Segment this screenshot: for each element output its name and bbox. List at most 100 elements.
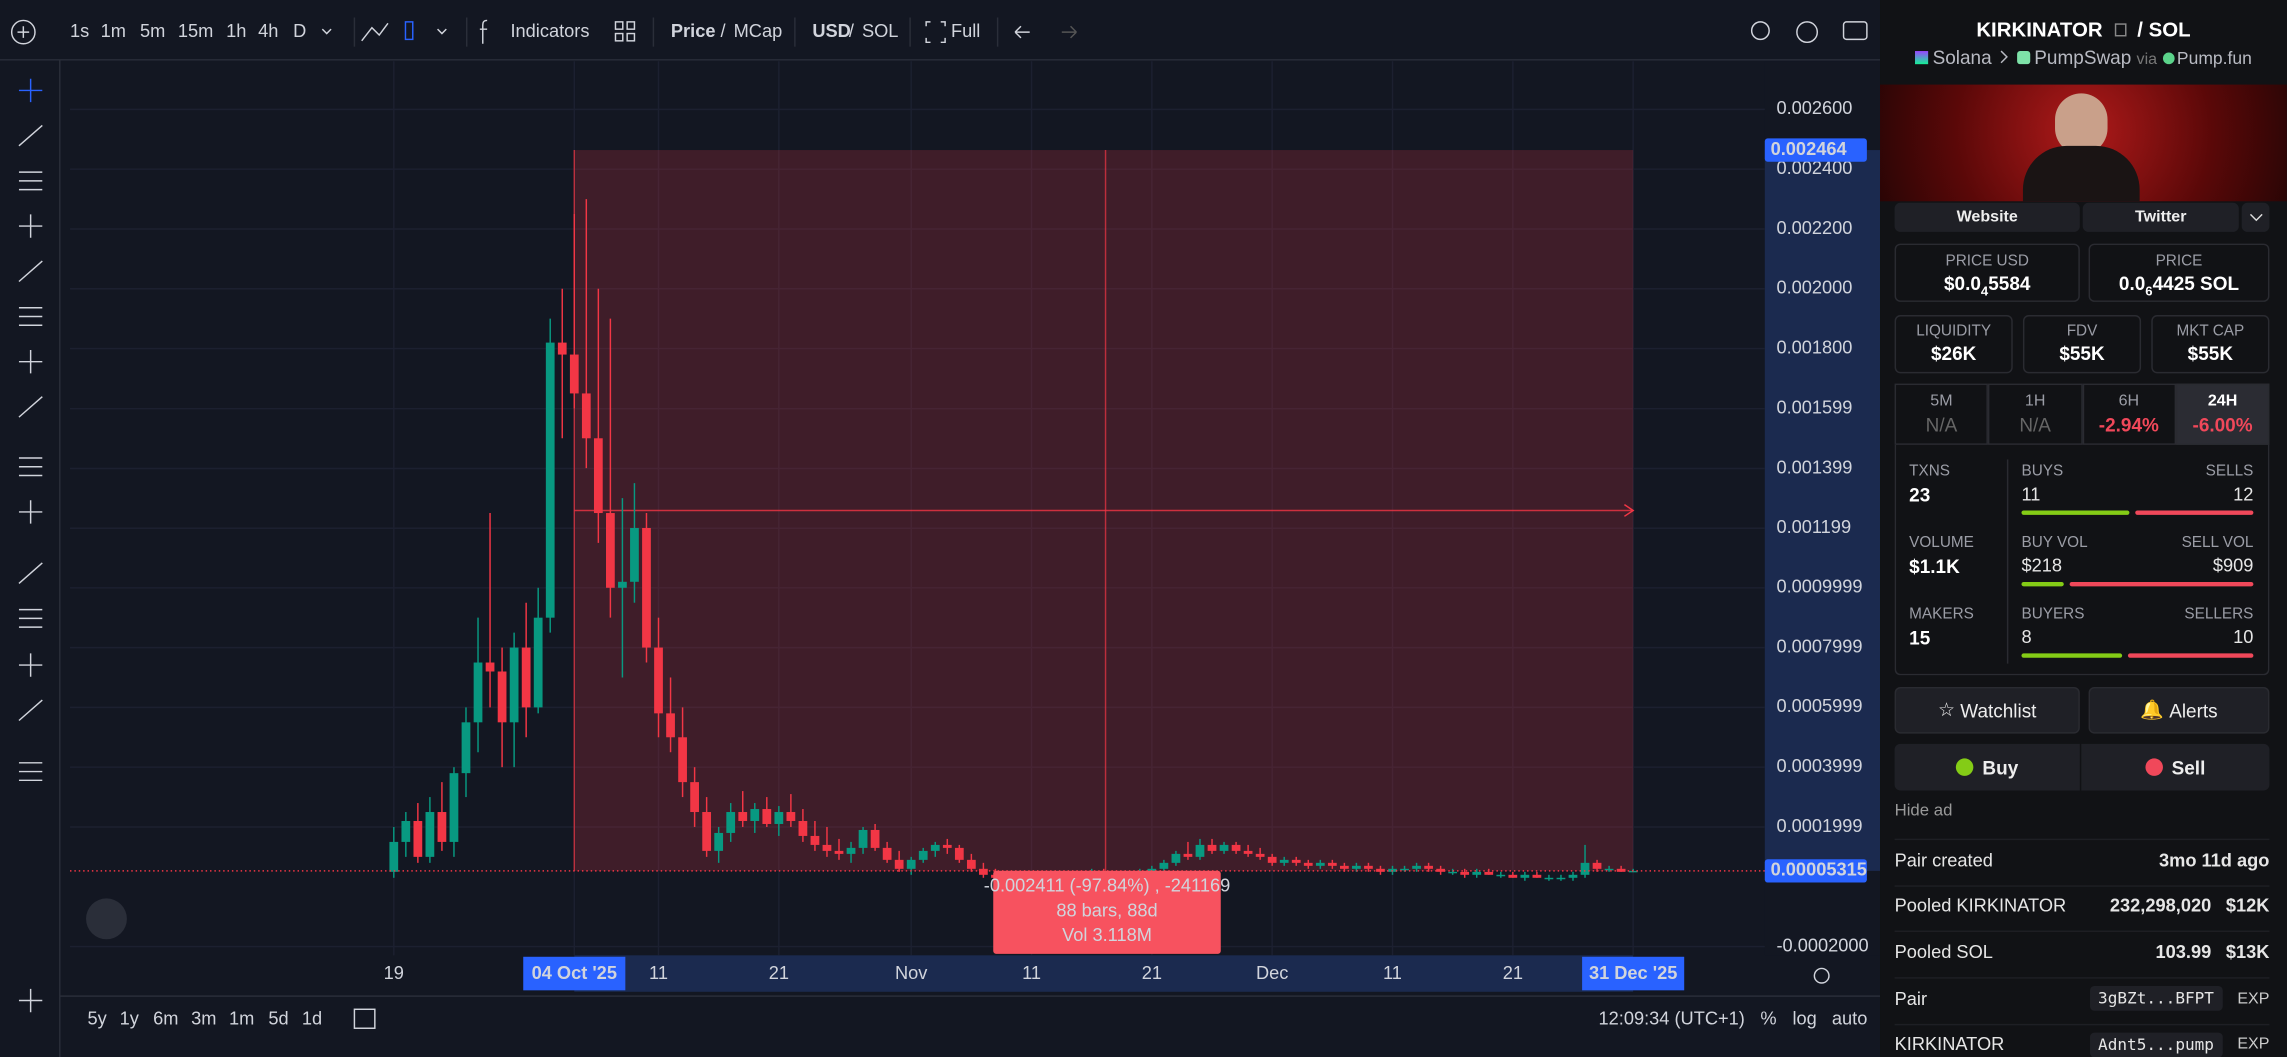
candle-body <box>750 809 760 821</box>
period-tab[interactable]: 24H -6.00% <box>2175 383 2270 445</box>
price-tag-label: 0.00005315 <box>1771 859 1867 880</box>
interval[interactable]: 4h <box>258 20 278 41</box>
candle-body <box>1183 853 1193 857</box>
candle-body <box>942 844 952 848</box>
launchpad[interactable]: Pump.fun <box>2176 48 2252 69</box>
settings-icon[interactable] <box>1796 21 1819 44</box>
toolbar-item[interactable]: Full <box>951 20 980 41</box>
explorer-link[interactable]: EXP <box>2237 1035 2270 1054</box>
interval[interactable]: 5m <box>140 20 165 41</box>
period-tab[interactable]: 6H -2.94% <box>2082 383 2176 445</box>
metric-card: FDV $55K <box>2022 315 2142 374</box>
price-tick-label: -0.0002000 <box>1776 934 1868 955</box>
measure-arrowhead <box>1623 504 1635 517</box>
range-button[interactable]: 1d <box>302 1007 322 1028</box>
period-tab[interactable]: 1H N/A <box>1988 383 2083 445</box>
divider <box>2006 459 2009 664</box>
dex[interactable]: PumpSwap <box>2034 46 2132 69</box>
right-label: SELLS <box>2205 462 2254 480</box>
right-value: $909 <box>2212 555 2254 577</box>
alerts: Alerts <box>2169 699 2218 722</box>
candle-body <box>1592 862 1602 869</box>
stat-label: TXNS <box>1909 462 1951 480</box>
toolbar-item[interactable]: USD <box>812 20 850 41</box>
zeros: 6 <box>2145 283 2153 299</box>
interval[interactable]: 1s <box>70 20 89 41</box>
sell-button[interactable]: Sell <box>2081 743 2270 791</box>
range-button[interactable]: 6m <box>153 1007 178 1028</box>
address-chip[interactable]: 3gBZt...BFPT <box>2089 986 2223 1011</box>
measure-label: Vol 3.118M <box>1062 924 1152 945</box>
candle-body <box>581 393 591 439</box>
time-label-bg <box>1582 956 1685 991</box>
watchlist-button[interactable]: ☆ Watchlist <box>1894 686 2080 734</box>
time-tick-label: 11 <box>1022 962 1041 983</box>
time-tick-label: 19 <box>384 962 404 983</box>
more-button[interactable] <box>2241 202 2270 232</box>
candle-body <box>1556 877 1566 880</box>
candle-body <box>1484 871 1494 875</box>
candle-body <box>485 662 495 672</box>
copy-icon[interactable] <box>2114 23 2126 37</box>
time-tick-label: 21 <box>1503 962 1523 983</box>
interval[interactable]: D <box>293 20 306 41</box>
interval[interactable]: 1m <box>101 20 126 41</box>
redo-icon[interactable] <box>1061 25 1077 39</box>
website-button[interactable]: Website <box>1894 202 2080 232</box>
undo-icon[interactable] <box>1014 25 1030 39</box>
toolbar-item[interactable]: MCap <box>734 20 783 41</box>
date-range-icon[interactable] <box>353 1008 376 1029</box>
range-button[interactable]: 3m <box>191 1007 216 1028</box>
tab-value: N/A <box>1925 414 1958 437</box>
axis-settings-icon <box>1813 967 1830 984</box>
range-button[interactable]: 5y <box>88 1007 108 1028</box>
stat-label: MAKERS <box>1909 605 1974 623</box>
toolbar-item[interactable]: Price <box>671 20 716 41</box>
explorer-link[interactable]: EXP <box>2237 989 2270 1008</box>
chain[interactable]: Solana <box>1932 46 1992 69</box>
tool-icon <box>18 124 43 147</box>
candle-body <box>618 581 627 588</box>
row-label: Pair <box>1894 988 1928 1009</box>
candle-body <box>762 809 772 824</box>
candle-body <box>1255 853 1265 857</box>
camera-icon[interactable] <box>1842 21 1868 41</box>
candle-body <box>678 737 687 783</box>
toolbar-item[interactable]: / <box>849 20 855 41</box>
time-tick-label: 31 Dec '25 <box>1589 962 1677 983</box>
range-button[interactable]: 5d <box>268 1007 288 1028</box>
add-icon[interactable] <box>10 19 36 45</box>
candle-body <box>533 617 543 708</box>
value: $55K <box>2059 342 2105 365</box>
range-button[interactable]: 1m <box>229 1007 254 1028</box>
time-tick-label: Nov <box>895 962 928 983</box>
launchpad-icon <box>2162 52 2175 65</box>
candle-body <box>786 812 796 821</box>
range-button[interactable]: 1y <box>120 1007 140 1028</box>
period-tab[interactable]: 5M N/A <box>1894 383 1989 445</box>
interval[interactable]: 15m <box>178 20 213 41</box>
price-tick-label: 0.0009999 <box>1776 576 1862 597</box>
line-icon[interactable] <box>361 22 389 42</box>
alerts-button[interactable]: 🔔 Alerts <box>2088 686 2270 734</box>
layout-icon[interactable] <box>614 21 624 30</box>
price-tag-label: 0.002464 <box>1771 138 1848 159</box>
twitter-button[interactable]: Twitter <box>2082 202 2239 232</box>
search-icon[interactable] <box>1750 21 1770 41</box>
candle-body <box>966 859 976 869</box>
toolbar-item[interactable]: SOL <box>862 20 898 41</box>
address-chip[interactable]: Adnt5...pump <box>2089 1032 2223 1057</box>
buy-button[interactable]: Buy <box>1894 743 2080 791</box>
hide-ad[interactable]: Hide ad <box>1894 802 1953 820</box>
percent-toggle[interactable]: % <box>1760 1007 1776 1028</box>
interval[interactable]: 1h <box>226 20 246 41</box>
auto-toggle[interactable]: auto <box>1832 1007 1867 1028</box>
time-tick-label: 11 <box>649 962 668 983</box>
log-toggle[interactable]: log <box>1792 1007 1816 1028</box>
price-tick-label: 0.0005999 <box>1776 695 1862 716</box>
candle-body <box>894 859 904 869</box>
toolbar-item[interactable]: Indicators <box>510 20 589 41</box>
toolbar-item[interactable]: / <box>720 20 726 41</box>
row-label: Pooled KIRKINATOR <box>1894 895 2067 917</box>
candle-icon[interactable] <box>404 21 414 41</box>
